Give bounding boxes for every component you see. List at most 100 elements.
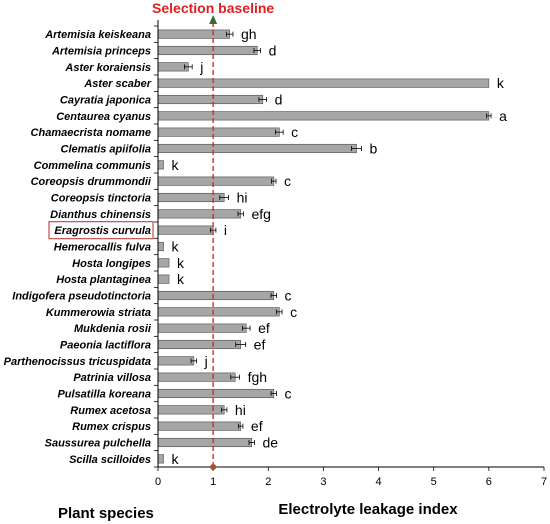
bar: [157, 241, 164, 252]
significance-letter: hi: [237, 190, 248, 206]
category-label: Mukdenia rosii: [74, 323, 152, 335]
significance-letter: c: [285, 386, 292, 402]
bar: [157, 307, 280, 317]
bar: [157, 78, 490, 88]
significance-letter: efg: [251, 206, 270, 222]
significance-letter: gh: [241, 26, 257, 42]
category-label: Hosta plantaginea: [56, 274, 151, 286]
category-label: Pulsatilla koreana: [57, 389, 151, 401]
category-label: Hemerocallis fulva: [54, 242, 151, 254]
significance-letter: d: [275, 92, 283, 108]
significance-letter: c: [284, 173, 291, 189]
significance-letter: b: [369, 141, 377, 157]
bar: [157, 29, 230, 39]
category-label: Centaurea cyanus: [56, 111, 151, 123]
significance-letter: k: [172, 451, 180, 467]
category-label: Aster koraiensis: [64, 62, 151, 74]
x-tick-label: 3: [320, 476, 326, 488]
significance-letter: d: [269, 43, 277, 59]
category-label: Chamaecrista nomame: [31, 127, 151, 139]
bar: [157, 143, 357, 154]
significance-letter: c: [290, 304, 297, 320]
x-tick-label: 0: [155, 476, 161, 488]
category-label: Patrinia villosa: [73, 372, 151, 384]
bar: [157, 339, 242, 350]
bar: [157, 192, 225, 203]
category-label: Artemisia keiskeana: [44, 29, 151, 41]
bar: [157, 94, 264, 105]
significance-letter: ef: [254, 337, 266, 353]
bar: [157, 258, 170, 268]
bar: [157, 290, 275, 301]
bar: [157, 437, 253, 448]
bar: [157, 225, 214, 235]
category-label: Aster scaber: [83, 78, 151, 90]
significance-letter: c: [285, 288, 292, 304]
x-tick-label: 5: [431, 476, 437, 488]
category-label: Rumex crispus: [72, 421, 151, 433]
category-label: Eragrostis curvula: [54, 225, 151, 237]
significance-letter: k: [172, 239, 180, 255]
category-label: Scilla scilloides: [69, 454, 151, 466]
x-tick-label: 1: [210, 476, 216, 488]
selection-baseline-label: Selection baseline: [152, 0, 274, 16]
significance-letter: c: [291, 124, 298, 140]
x-tick-label: 2: [265, 476, 271, 488]
baseline-layer: Selection baseline: [152, 0, 274, 470]
y-axis-title: Plant species: [58, 505, 154, 522]
baseline-origin-dot: [210, 464, 217, 470]
category-label: Coreopsis tinctoria: [51, 193, 151, 205]
x-axis-title: Electrolyte leakage index: [278, 501, 458, 518]
category-label: Paeonia lactiflora: [60, 340, 151, 352]
significance-letter: a: [499, 108, 507, 124]
bar: [157, 209, 242, 219]
category-label: Kummerowia striata: [46, 307, 151, 319]
significance-letter: k: [497, 75, 505, 91]
category-label: Indigofera pseudotinctoria: [12, 291, 151, 303]
significance-letter: i: [224, 222, 227, 238]
bar: [157, 45, 258, 56]
bar: [157, 62, 189, 72]
significance-letter: k: [177, 255, 185, 271]
bar: [157, 388, 275, 399]
category-label: Hosta longipes: [72, 258, 151, 270]
bar: [157, 176, 275, 186]
significance-letter: k: [177, 271, 185, 287]
category-label: Parthenocissus tricuspidata: [4, 356, 151, 368]
x-tick-label: 7: [541, 476, 547, 488]
category-label: Clematis apiifolia: [61, 144, 151, 156]
bar: [157, 127, 280, 137]
category-label: Commelina communis: [34, 160, 151, 172]
bar: [157, 160, 164, 170]
significance-letter: j: [204, 353, 208, 369]
bar: [157, 405, 225, 415]
category-label: Coreopsis drummondii: [31, 176, 152, 188]
bar: [157, 454, 164, 464]
x-tick-label: 6: [486, 476, 492, 488]
bar: [157, 323, 247, 333]
bar: [157, 356, 195, 366]
bars-layer: [157, 29, 492, 464]
highlight-box: [48, 221, 154, 240]
significance-letter: ef: [251, 418, 263, 434]
bar: [157, 274, 170, 284]
category-label: Dianthus chinensis: [50, 209, 151, 221]
significance-letter: hi: [235, 402, 246, 418]
significance-letter: de: [263, 435, 279, 451]
x-tick-label: 4: [376, 476, 382, 488]
category-label: Rumex acetosa: [70, 405, 151, 417]
baseline-arrow-icon: [209, 15, 218, 24]
significance-letter: fgh: [248, 369, 267, 385]
highlight-box-layer: [48, 221, 154, 240]
bar: [157, 421, 242, 431]
significance-letter: ef: [258, 320, 270, 336]
bar: [157, 111, 490, 121]
category-labels-layer: Artemisia keiskeana Artemisia princeps Ast…: [4, 29, 152, 466]
bar: [157, 372, 236, 382]
significance-letter: k: [172, 157, 180, 173]
significance-letter: j: [199, 59, 203, 75]
category-label: Saussurea pulchella: [45, 438, 151, 450]
category-label: Cayratia japonica: [60, 95, 151, 107]
